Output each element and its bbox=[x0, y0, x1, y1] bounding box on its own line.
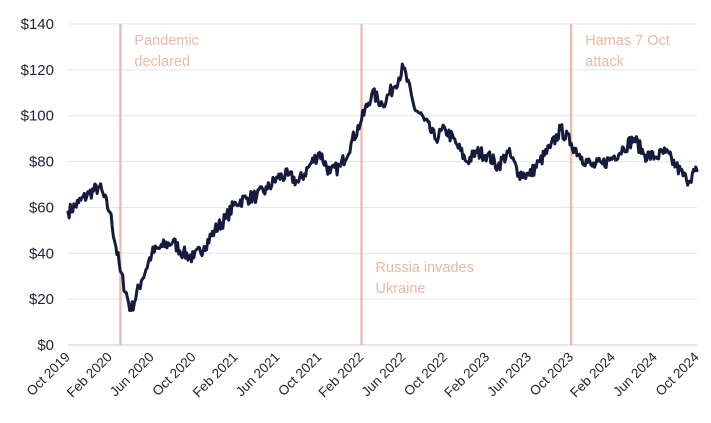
event-label: Ukraine bbox=[376, 281, 426, 297]
x-tick-label: Feb 2022 bbox=[316, 349, 367, 400]
y-tick-label: $0 bbox=[37, 337, 54, 354]
y-tick-label: $80 bbox=[29, 154, 54, 171]
y-axis-labels: $0 $20 $40 $60 $80 $100 $120 $140 bbox=[21, 16, 54, 354]
x-tick-label: Jun 2024 bbox=[610, 349, 660, 399]
event-label: Hamas 7 Oct bbox=[585, 33, 670, 49]
y-tick-label: $60 bbox=[29, 199, 54, 216]
event-label: Russia invades bbox=[376, 260, 474, 276]
x-tick-label: Feb 2021 bbox=[190, 349, 241, 400]
x-tick-label: Jun 2023 bbox=[484, 349, 534, 399]
y-tick-label: $100 bbox=[21, 108, 54, 125]
series-lines bbox=[66, 62, 699, 313]
event-label: attack bbox=[585, 54, 624, 70]
y-tick-label: $40 bbox=[29, 245, 54, 262]
y-tick-label: $20 bbox=[29, 291, 54, 308]
x-tick-label: Jun 2022 bbox=[359, 349, 409, 399]
x-tick-label: Jun 2020 bbox=[107, 349, 157, 399]
event-label: Pandemic bbox=[134, 33, 198, 49]
x-tick-label: Feb 2023 bbox=[441, 349, 492, 400]
gridlines bbox=[68, 23, 697, 346]
y-tick-label: $120 bbox=[21, 62, 54, 79]
x-tick-label: Oct 2024 bbox=[653, 349, 703, 399]
event-label: declared bbox=[134, 54, 190, 70]
x-tick-label: Feb 2020 bbox=[64, 349, 115, 400]
y-tick-label: $140 bbox=[21, 16, 54, 33]
x-tick-label: Jun 2021 bbox=[233, 349, 283, 399]
x-tick-label: Feb 2024 bbox=[567, 349, 618, 400]
event-annotations: Pandemic declared Russia invades Ukraine Ham… bbox=[119, 24, 670, 345]
price-series-line bbox=[66, 62, 699, 313]
